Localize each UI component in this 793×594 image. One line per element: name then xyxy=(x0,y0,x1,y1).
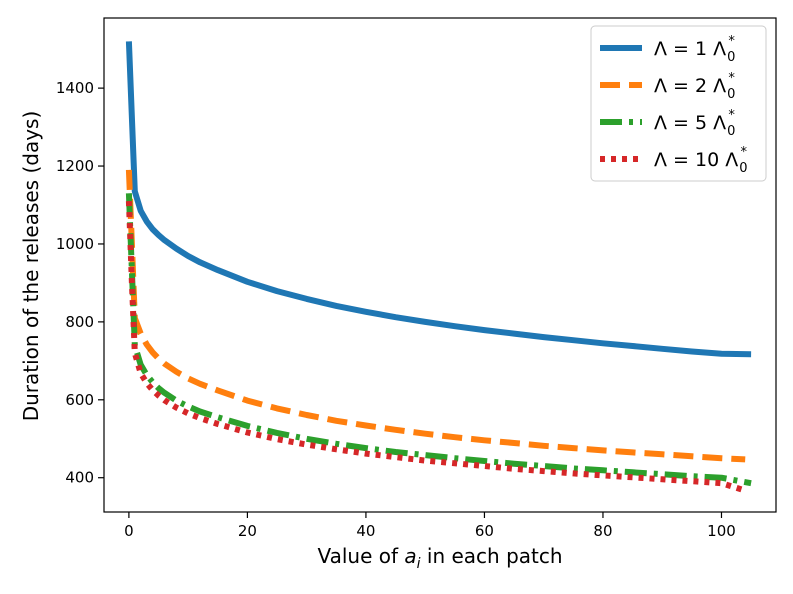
y-tick-label: 1000 xyxy=(56,235,94,253)
legend-label-subscript: 0 xyxy=(727,50,735,65)
x-tick-label: 80 xyxy=(593,522,612,540)
y-axis: 400 600 800 1000 1200 1400 xyxy=(56,79,104,487)
x-axis-label: Value of ai in each patch xyxy=(317,544,562,572)
legend-label-subscript: 0 xyxy=(727,124,735,139)
y-tick-label: 1200 xyxy=(56,157,94,175)
legend-label-main: Λ = 5 Λ xyxy=(654,112,726,134)
legend-label-main: Λ = 10 Λ xyxy=(654,149,738,171)
x-tick-label: 0 xyxy=(124,522,134,540)
legend-label-superscript: * xyxy=(741,145,748,160)
series-line-2 xyxy=(125,169,746,463)
x-axis-label-suffix: in each patch xyxy=(421,544,563,568)
x-tick-label: 20 xyxy=(238,522,257,540)
y-tick-label: 600 xyxy=(65,391,94,409)
legend-label-main: Λ = 2 Λ xyxy=(654,75,726,97)
x-axis-label-variable: a xyxy=(404,544,416,568)
series-line-3 xyxy=(125,193,752,487)
legend-label-subscript: 0 xyxy=(739,161,747,176)
x-axis: 0 20 40 60 80 100 xyxy=(124,512,736,540)
series-line-4 xyxy=(125,200,747,494)
y-tick-label: 1400 xyxy=(56,79,94,97)
x-axis-label-prefix: Value of xyxy=(317,544,404,568)
legend-label-superscript: * xyxy=(728,71,735,86)
x-tick-label: 60 xyxy=(475,522,494,540)
legend-label-superscript: * xyxy=(728,108,735,123)
legend: Λ = 1 Λ0*Λ = 2 Λ0*Λ = 5 Λ0*Λ = 10 Λ0* xyxy=(590,25,767,182)
legend-label-subscript: 0 xyxy=(727,87,735,102)
x-tick-label: 100 xyxy=(707,522,736,540)
series-line-1 xyxy=(125,41,752,358)
series-layer xyxy=(125,41,752,494)
y-tick-label: 800 xyxy=(65,313,94,331)
legend-label-4: Λ = 10 Λ0* xyxy=(654,145,748,176)
legend-box xyxy=(590,25,767,182)
y-tick-label: 400 xyxy=(65,469,94,487)
legend-label-1: Λ = 1 Λ0* xyxy=(654,34,735,65)
legend-label-main: Λ = 1 Λ xyxy=(654,38,726,60)
x-axis-label-subscript: i xyxy=(417,556,421,572)
legend-label-3: Λ = 5 Λ0* xyxy=(654,108,735,139)
plot-frame xyxy=(103,17,777,513)
legend-label-superscript: * xyxy=(728,34,735,49)
legend-label-2: Λ = 2 Λ0* xyxy=(654,71,735,102)
x-tick-label: 40 xyxy=(356,522,375,540)
y-axis-label: Duration of the releases (days) xyxy=(19,111,43,422)
